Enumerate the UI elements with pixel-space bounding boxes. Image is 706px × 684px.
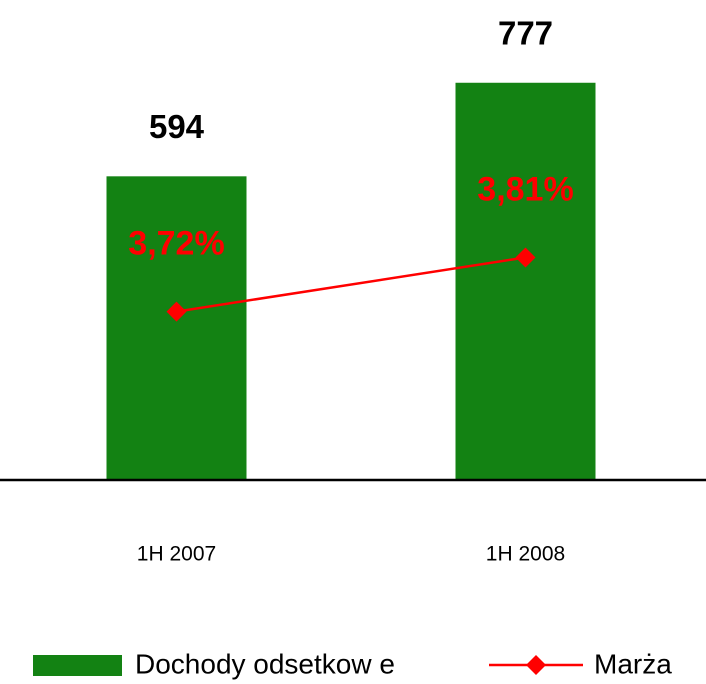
line-marker	[515, 247, 536, 268]
bar	[455, 82, 596, 480]
legend-swatch	[33, 655, 122, 676]
legend-label: Marża	[594, 648, 672, 679]
line	[176, 256, 526, 313]
bar-value-label: 594	[149, 108, 205, 145]
legend-marker	[526, 655, 546, 675]
bar-value-label: 777	[498, 14, 553, 51]
line-value-label: 3,81%	[477, 170, 573, 208]
x-tick-label: 1H 2007	[137, 543, 216, 566]
x-tick-label: 1H 2008	[486, 543, 565, 566]
legend-label: Dochody odsetkow e	[135, 648, 395, 679]
bar	[106, 176, 247, 480]
line-marker	[166, 301, 187, 322]
line-value-label: 3,72%	[128, 225, 224, 263]
